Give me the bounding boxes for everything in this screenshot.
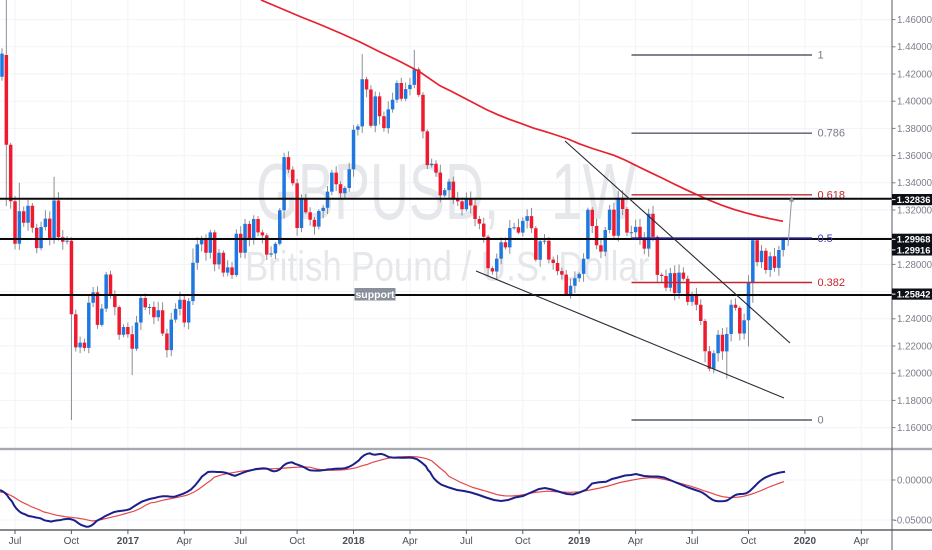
svg-text:2018: 2018 — [342, 536, 365, 547]
svg-text:Oct: Oct — [741, 536, 757, 547]
svg-text:0.382: 0.382 — [818, 277, 846, 289]
svg-text:1.18000: 1.18000 — [897, 396, 932, 407]
svg-text:1.38000: 1.38000 — [897, 124, 932, 135]
svg-text:1.20000: 1.20000 — [897, 369, 932, 380]
svg-text:Apr: Apr — [402, 536, 418, 547]
svg-text:2019: 2019 — [568, 536, 591, 547]
svg-text:Apr: Apr — [628, 536, 644, 547]
svg-text:1.29968: 1.29968 — [897, 235, 931, 245]
svg-text:Jul: Jul — [460, 536, 473, 547]
svg-text:1: 1 — [818, 50, 824, 62]
svg-text:Oct: Oct — [289, 536, 305, 547]
svg-text:0: 0 — [818, 415, 824, 427]
svg-text:Jul: Jul — [234, 536, 247, 547]
svg-text:1.32000: 1.32000 — [897, 205, 932, 216]
svg-text:GBPUSD,: GBPUSD, — [256, 147, 499, 236]
svg-text:1.34000: 1.34000 — [897, 178, 932, 189]
svg-text:1.29916: 1.29916 — [897, 245, 931, 255]
svg-text:1.40000: 1.40000 — [897, 97, 932, 108]
svg-text:1.16000: 1.16000 — [897, 423, 932, 434]
svg-text:1.46000: 1.46000 — [897, 15, 932, 26]
svg-text:Apr: Apr — [854, 536, 870, 547]
svg-text:0.786: 0.786 — [818, 128, 846, 140]
svg-text:Apr: Apr — [177, 536, 193, 547]
svg-text:1.25842: 1.25842 — [897, 290, 931, 300]
svg-text:1.22000: 1.22000 — [897, 341, 932, 352]
svg-text:1.28000: 1.28000 — [897, 260, 932, 271]
svg-text:0.5: 0.5 — [818, 233, 833, 245]
svg-text:1.44000: 1.44000 — [897, 42, 932, 53]
svg-text:Jul: Jul — [9, 536, 22, 547]
svg-text:2017: 2017 — [117, 536, 140, 547]
svg-text:Oct: Oct — [515, 536, 531, 547]
svg-text:-0.05000: -0.05000 — [894, 515, 932, 526]
svg-text:Oct: Oct — [64, 536, 80, 547]
svg-text:Jul: Jul — [686, 536, 699, 547]
svg-text:1.32836: 1.32836 — [897, 195, 931, 205]
svg-text:support: support — [355, 289, 395, 301]
svg-text:1.36000: 1.36000 — [897, 151, 932, 162]
svg-text:1.42000: 1.42000 — [897, 69, 932, 80]
svg-text:0.00000: 0.00000 — [897, 475, 932, 486]
svg-text:2020: 2020 — [794, 536, 817, 547]
svg-text:1.24000: 1.24000 — [897, 314, 932, 325]
